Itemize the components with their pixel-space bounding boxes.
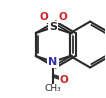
Text: O: O [39,12,48,22]
Text: N: N [48,57,58,67]
Text: O: O [58,12,67,22]
Text: CH₃: CH₃ [45,84,61,93]
Text: S: S [49,22,57,32]
Text: O: O [59,75,68,85]
